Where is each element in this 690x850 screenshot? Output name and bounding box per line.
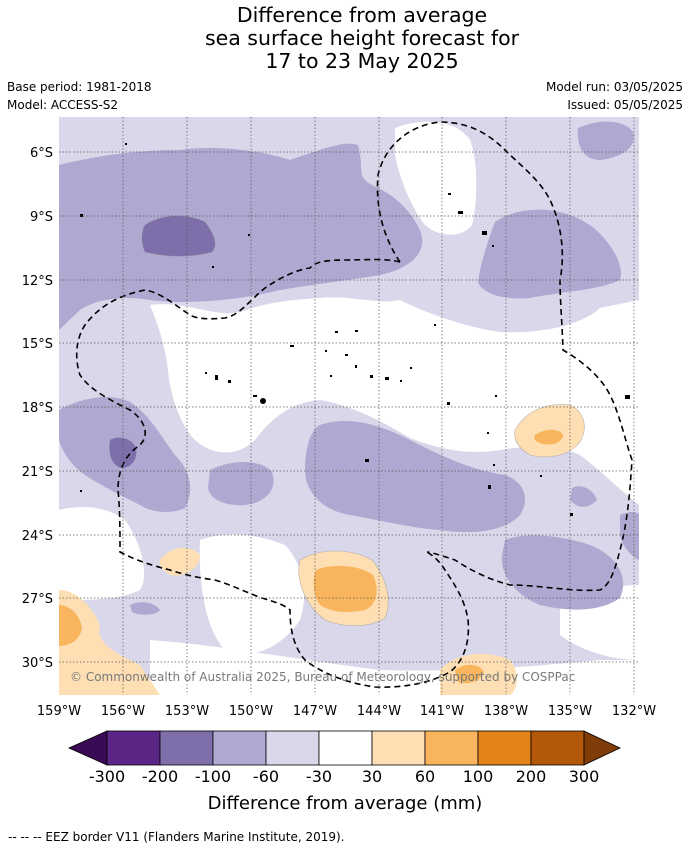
title-line-1: Difference from average: [236, 3, 488, 27]
anomaly-field: © Commonwealth of Australia 2025, Bureau…: [59, 117, 639, 695]
lon-label: 141°W: [420, 704, 464, 719]
latitude-labels: 6°S 9°S 12°S 15°S 18°S 21°S 24°S 27°S 30…: [22, 146, 53, 671]
colorbar-bin: [159, 730, 214, 766]
neutral-region-south: [150, 640, 639, 695]
negative-region-northeast-corner: [577, 121, 634, 160]
moderate-positive-region-southwest: [59, 605, 82, 646]
moderate-positive-region-south: [455, 664, 484, 684]
strong-negative-region-west: [109, 437, 137, 468]
colorbar-tick: -300: [89, 767, 125, 786]
colorbar-bin: [106, 730, 161, 766]
lat-label: 18°S: [22, 401, 53, 416]
lat-label: 6°S: [30, 146, 53, 161]
colorbar-tick: 30: [362, 767, 382, 786]
lat-label: 21°S: [22, 465, 53, 480]
colorbar-tick: -100: [195, 767, 231, 786]
lon-label: 150°W: [229, 704, 273, 719]
lon-label: 135°W: [548, 704, 592, 719]
colorbar-tick: -30: [306, 767, 332, 786]
graticule: [59, 117, 639, 695]
eez-borders: [75, 121, 633, 688]
colorbar-tick: 200: [516, 767, 547, 786]
lon-label: 132°W: [612, 704, 656, 719]
lon-label: 138°W: [484, 704, 528, 719]
model-text: Model: ACCESS-S2: [7, 98, 119, 112]
colorbar-tick-labels: -300 -200 -100 -60 -30 30 60 100 200 300: [89, 767, 599, 786]
eez-footnote: -- -- -- EEZ border V11 (Flanders Marine…: [8, 830, 345, 844]
base-period-text: Base period: 1981-2018: [7, 80, 152, 94]
colorbar: -300 -200 -100 -60 -30 30 60 100 200 300…: [68, 730, 621, 814]
title-line-2: sea surface height forecast for: [204, 26, 520, 50]
neutral-region-north: [395, 121, 477, 235]
model-run-text: Model run: 03/05/2025: [545, 80, 683, 94]
negative-region-east-small: [570, 486, 597, 507]
colorbar-tick: 60: [415, 767, 435, 786]
colorbar-bin: [530, 730, 585, 766]
lat-label: 15°S: [22, 337, 53, 352]
metadata-right: Model run: 03/05/2025 Issued: 05/05/2025: [546, 80, 683, 116]
strong-negative-region-north: [141, 215, 216, 257]
lat-label: 27°S: [22, 592, 53, 607]
negative-region-southwest-small: [130, 602, 160, 615]
lon-label: 159°W: [37, 704, 81, 719]
negative-region-central: [305, 420, 525, 533]
colorbar-bin: [477, 730, 532, 766]
title-line-3: 17 to 23 May 2025: [265, 49, 459, 73]
islands: [80, 143, 630, 516]
contour-lines: [141, 215, 585, 627]
lat-label: 12°S: [22, 274, 53, 289]
colorbar-title: Difference from average (mm): [208, 793, 483, 814]
negative-region-westcentral: [208, 462, 274, 506]
colorbar-bin: [265, 730, 320, 766]
colorbar-tick: 300: [569, 767, 600, 786]
colorbar-tick: 100: [463, 767, 494, 786]
moderate-positive-region-east: [534, 429, 563, 445]
colorbar-max-extension: [583, 730, 621, 766]
lat-label: 24°S: [22, 529, 53, 544]
negative-region-southeast: [501, 535, 624, 610]
lon-label: 147°W: [293, 704, 337, 719]
issued-text: Issued: 05/05/2025: [567, 98, 683, 112]
colorbar-bin: [212, 730, 267, 766]
colorbar-min-extension: [68, 730, 108, 766]
lon-label: 144°W: [357, 704, 401, 719]
colorbar-tick: -200: [142, 767, 178, 786]
lat-label: 9°S: [30, 210, 53, 225]
longitude-labels: 159°W 156°W 153°W 150°W 147°W 144°W 141°…: [37, 704, 656, 719]
colorbar-bin: [424, 730, 479, 766]
lon-label: 153°W: [165, 704, 209, 719]
colorbar-bin: [318, 730, 373, 766]
metadata-left: Base period: 1981-2018 Model: ACCESS-S2: [7, 80, 152, 116]
map-title: Difference from average sea surface heig…: [0, 4, 690, 73]
negative-region-northeast: [478, 209, 621, 299]
lat-label: 30°S: [22, 656, 53, 671]
copyright-text: © Commonwealth of Australia 2025, Bureau…: [70, 670, 575, 684]
positive-region-southwest-corner: [59, 590, 160, 695]
negative-region-north: [59, 143, 423, 330]
positive-region-southwest-small: [159, 548, 200, 576]
neutral-region-central: [150, 297, 639, 505]
neutral-region-southcentral: [199, 534, 305, 654]
moderate-positive-region-south-central: [313, 565, 377, 613]
colorbar-bin: [371, 730, 426, 766]
lon-label: 156°W: [101, 704, 145, 719]
colorbar-tick: -60: [253, 767, 279, 786]
